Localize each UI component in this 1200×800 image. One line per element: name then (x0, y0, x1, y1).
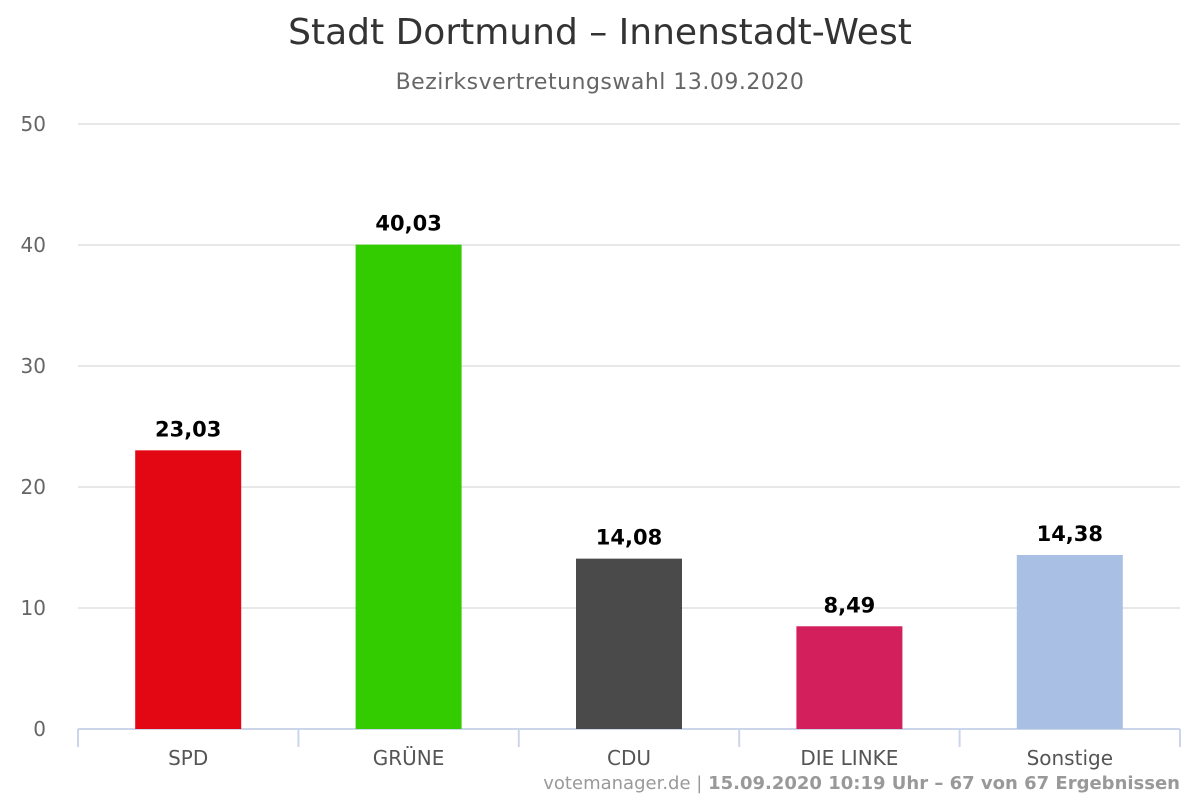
data-label: 23,03 (155, 417, 221, 441)
bar-grüne[interactable] (355, 244, 462, 729)
y-tick-label: 10 (21, 596, 46, 620)
y-tick-label: 40 (21, 233, 46, 257)
data-label: 40,03 (375, 212, 441, 236)
x-tick-label: SPD (168, 746, 208, 770)
x-tick-label: GRÜNE (373, 746, 445, 770)
chart-subtitle: Bezirksvertretungswahl 13.09.2020 (395, 70, 805, 95)
credit-separator: | (690, 773, 709, 794)
bar-spd[interactable] (135, 450, 242, 729)
bar-die-linke[interactable] (796, 626, 903, 729)
x-tick-label: Sonstige (1027, 746, 1113, 770)
y-tick-label: 30 (21, 354, 46, 378)
y-tick-label: 20 (21, 475, 46, 499)
data-label: 14,38 (1037, 522, 1103, 546)
credit-info: 15.09.2020 10:19 Uhr – 67 von 67 Ergebni… (708, 773, 1180, 794)
bar-sonstige[interactable] (1016, 555, 1123, 729)
credit-line: votemanager.de | 15.09.2020 10:19 Uhr – … (543, 773, 1180, 794)
data-label: 14,08 (596, 526, 662, 550)
x-tick-label: DIE LINKE (800, 746, 898, 770)
credit-site[interactable]: votemanager.de (543, 773, 691, 794)
y-tick-label: 0 (33, 717, 46, 741)
chart-title: Stadt Dortmund – Innenstadt-West (288, 12, 912, 53)
x-tick-label: CDU (607, 746, 651, 770)
bar-cdu[interactable] (576, 558, 682, 729)
data-label: 8,49 (823, 593, 875, 617)
y-tick-label: 50 (21, 112, 46, 136)
